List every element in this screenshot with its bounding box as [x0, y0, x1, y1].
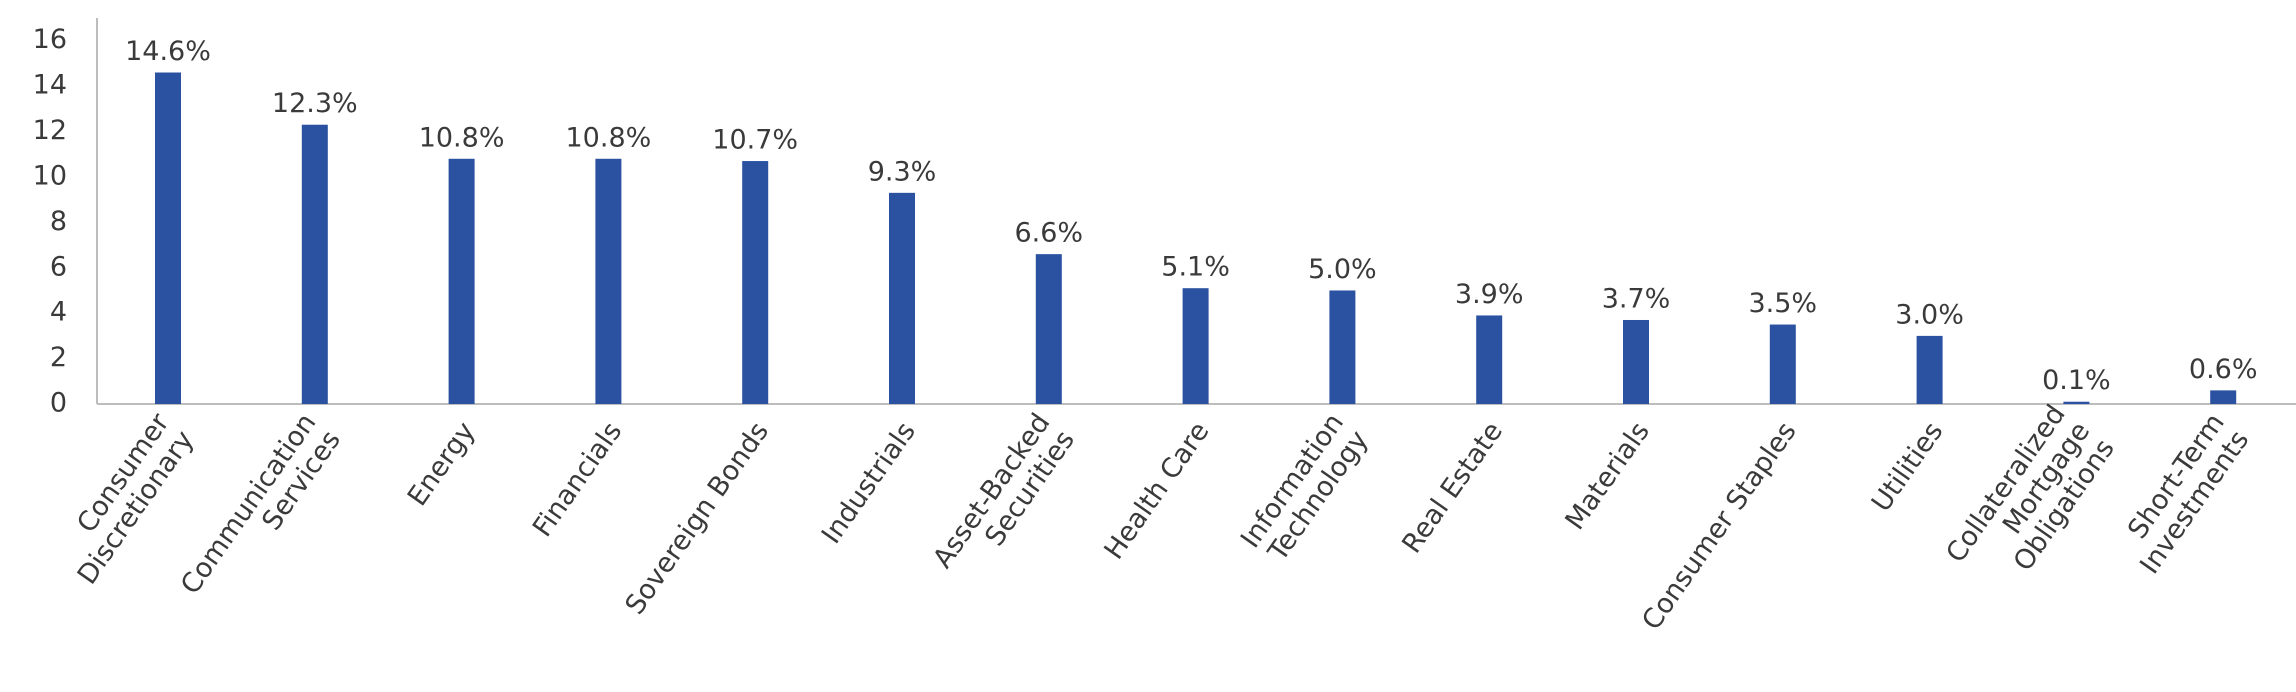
bar [1769, 324, 1796, 404]
x-tick-label: Real Estate [1396, 417, 1509, 559]
value-label: 10.8% [566, 122, 652, 153]
y-tick-label: 8 [50, 206, 67, 237]
x-tick-label: Energy [402, 417, 482, 512]
bar [301, 124, 328, 404]
bar [595, 158, 622, 404]
bar [1916, 335, 1943, 404]
bar [1623, 319, 1649, 404]
bar [889, 192, 915, 404]
value-label: 0.1% [2042, 365, 2111, 396]
bar [742, 161, 769, 404]
value-label: 9.3% [868, 156, 937, 187]
y-tick-label: 4 [50, 297, 67, 328]
bar [1035, 254, 1062, 404]
x-tick-label: Industrials [816, 417, 922, 550]
value-label: 14.6% [125, 36, 211, 67]
value-label: 3.9% [1455, 279, 1524, 310]
value-label: 6.6% [1014, 218, 1083, 249]
value-label: 12.3% [272, 88, 358, 119]
y-tick-label: 12 [33, 115, 67, 146]
value-label: 10.7% [712, 125, 798, 156]
bar [448, 158, 475, 404]
y-tick-label: 16 [33, 24, 67, 55]
bar [1476, 315, 1503, 404]
value-label: 0.6% [2189, 354, 2258, 385]
y-tick-label: 0 [50, 388, 67, 419]
value-label: 5.0% [1308, 254, 1377, 285]
bar [2063, 401, 2090, 404]
value-label: 3.5% [1748, 288, 1817, 319]
x-tick-label: Consumer Staples [1636, 417, 1802, 636]
value-label: 3.0% [1895, 299, 1964, 330]
x-tick-label: Utilities [1866, 417, 1950, 518]
x-tick-label: Financials [527, 417, 628, 543]
bar [1182, 288, 1209, 404]
bar [1329, 290, 1356, 404]
y-tick-label: 6 [50, 251, 67, 282]
x-tick-label: Health Care [1098, 417, 1215, 566]
x-tick-label: Materials [1559, 417, 1655, 536]
value-label: 5.1% [1161, 252, 1230, 283]
y-tick-label: 10 [33, 160, 67, 191]
value-label: 10.8% [419, 122, 505, 153]
x-tick-label: Sovereign Bonds [619, 417, 775, 621]
y-tick-label: 14 [33, 70, 67, 101]
value-label: 3.7% [1602, 283, 1671, 314]
bar [2210, 390, 2237, 404]
bar [155, 72, 181, 405]
y-tick-label: 2 [50, 342, 67, 373]
